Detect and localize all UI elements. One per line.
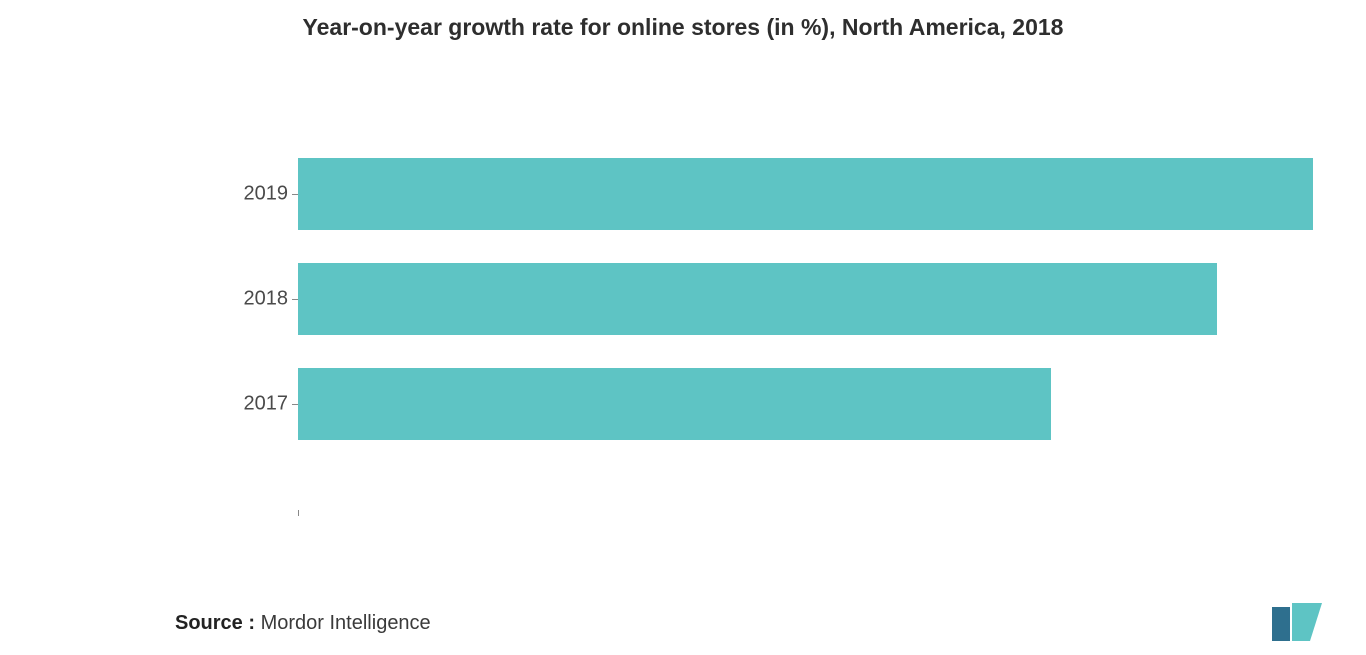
source-label: Source : [175, 612, 255, 634]
chart-container: Year-on-year growth rate for online stor… [0, 0, 1366, 655]
mordor-logo [1268, 603, 1326, 645]
bar-row: 2018 [298, 263, 1313, 335]
x-baseline-tick [298, 510, 299, 516]
bar-row: 2019 [298, 158, 1313, 230]
chart-title: Year-on-year growth rate for online stor… [0, 14, 1366, 41]
plot-area: 2019 2018 2017 [298, 70, 1313, 550]
bar [298, 368, 1051, 440]
bar [298, 263, 1217, 335]
bar-row: 2017 [298, 368, 1313, 440]
y-axis-label: 2017 [244, 393, 289, 416]
bar [298, 158, 1313, 230]
y-axis-label: 2019 [244, 183, 289, 206]
y-axis-label: 2018 [244, 288, 289, 311]
source-line: Source : Mordor Intelligence [175, 612, 431, 635]
source-value: Mordor Intelligence [261, 612, 431, 634]
